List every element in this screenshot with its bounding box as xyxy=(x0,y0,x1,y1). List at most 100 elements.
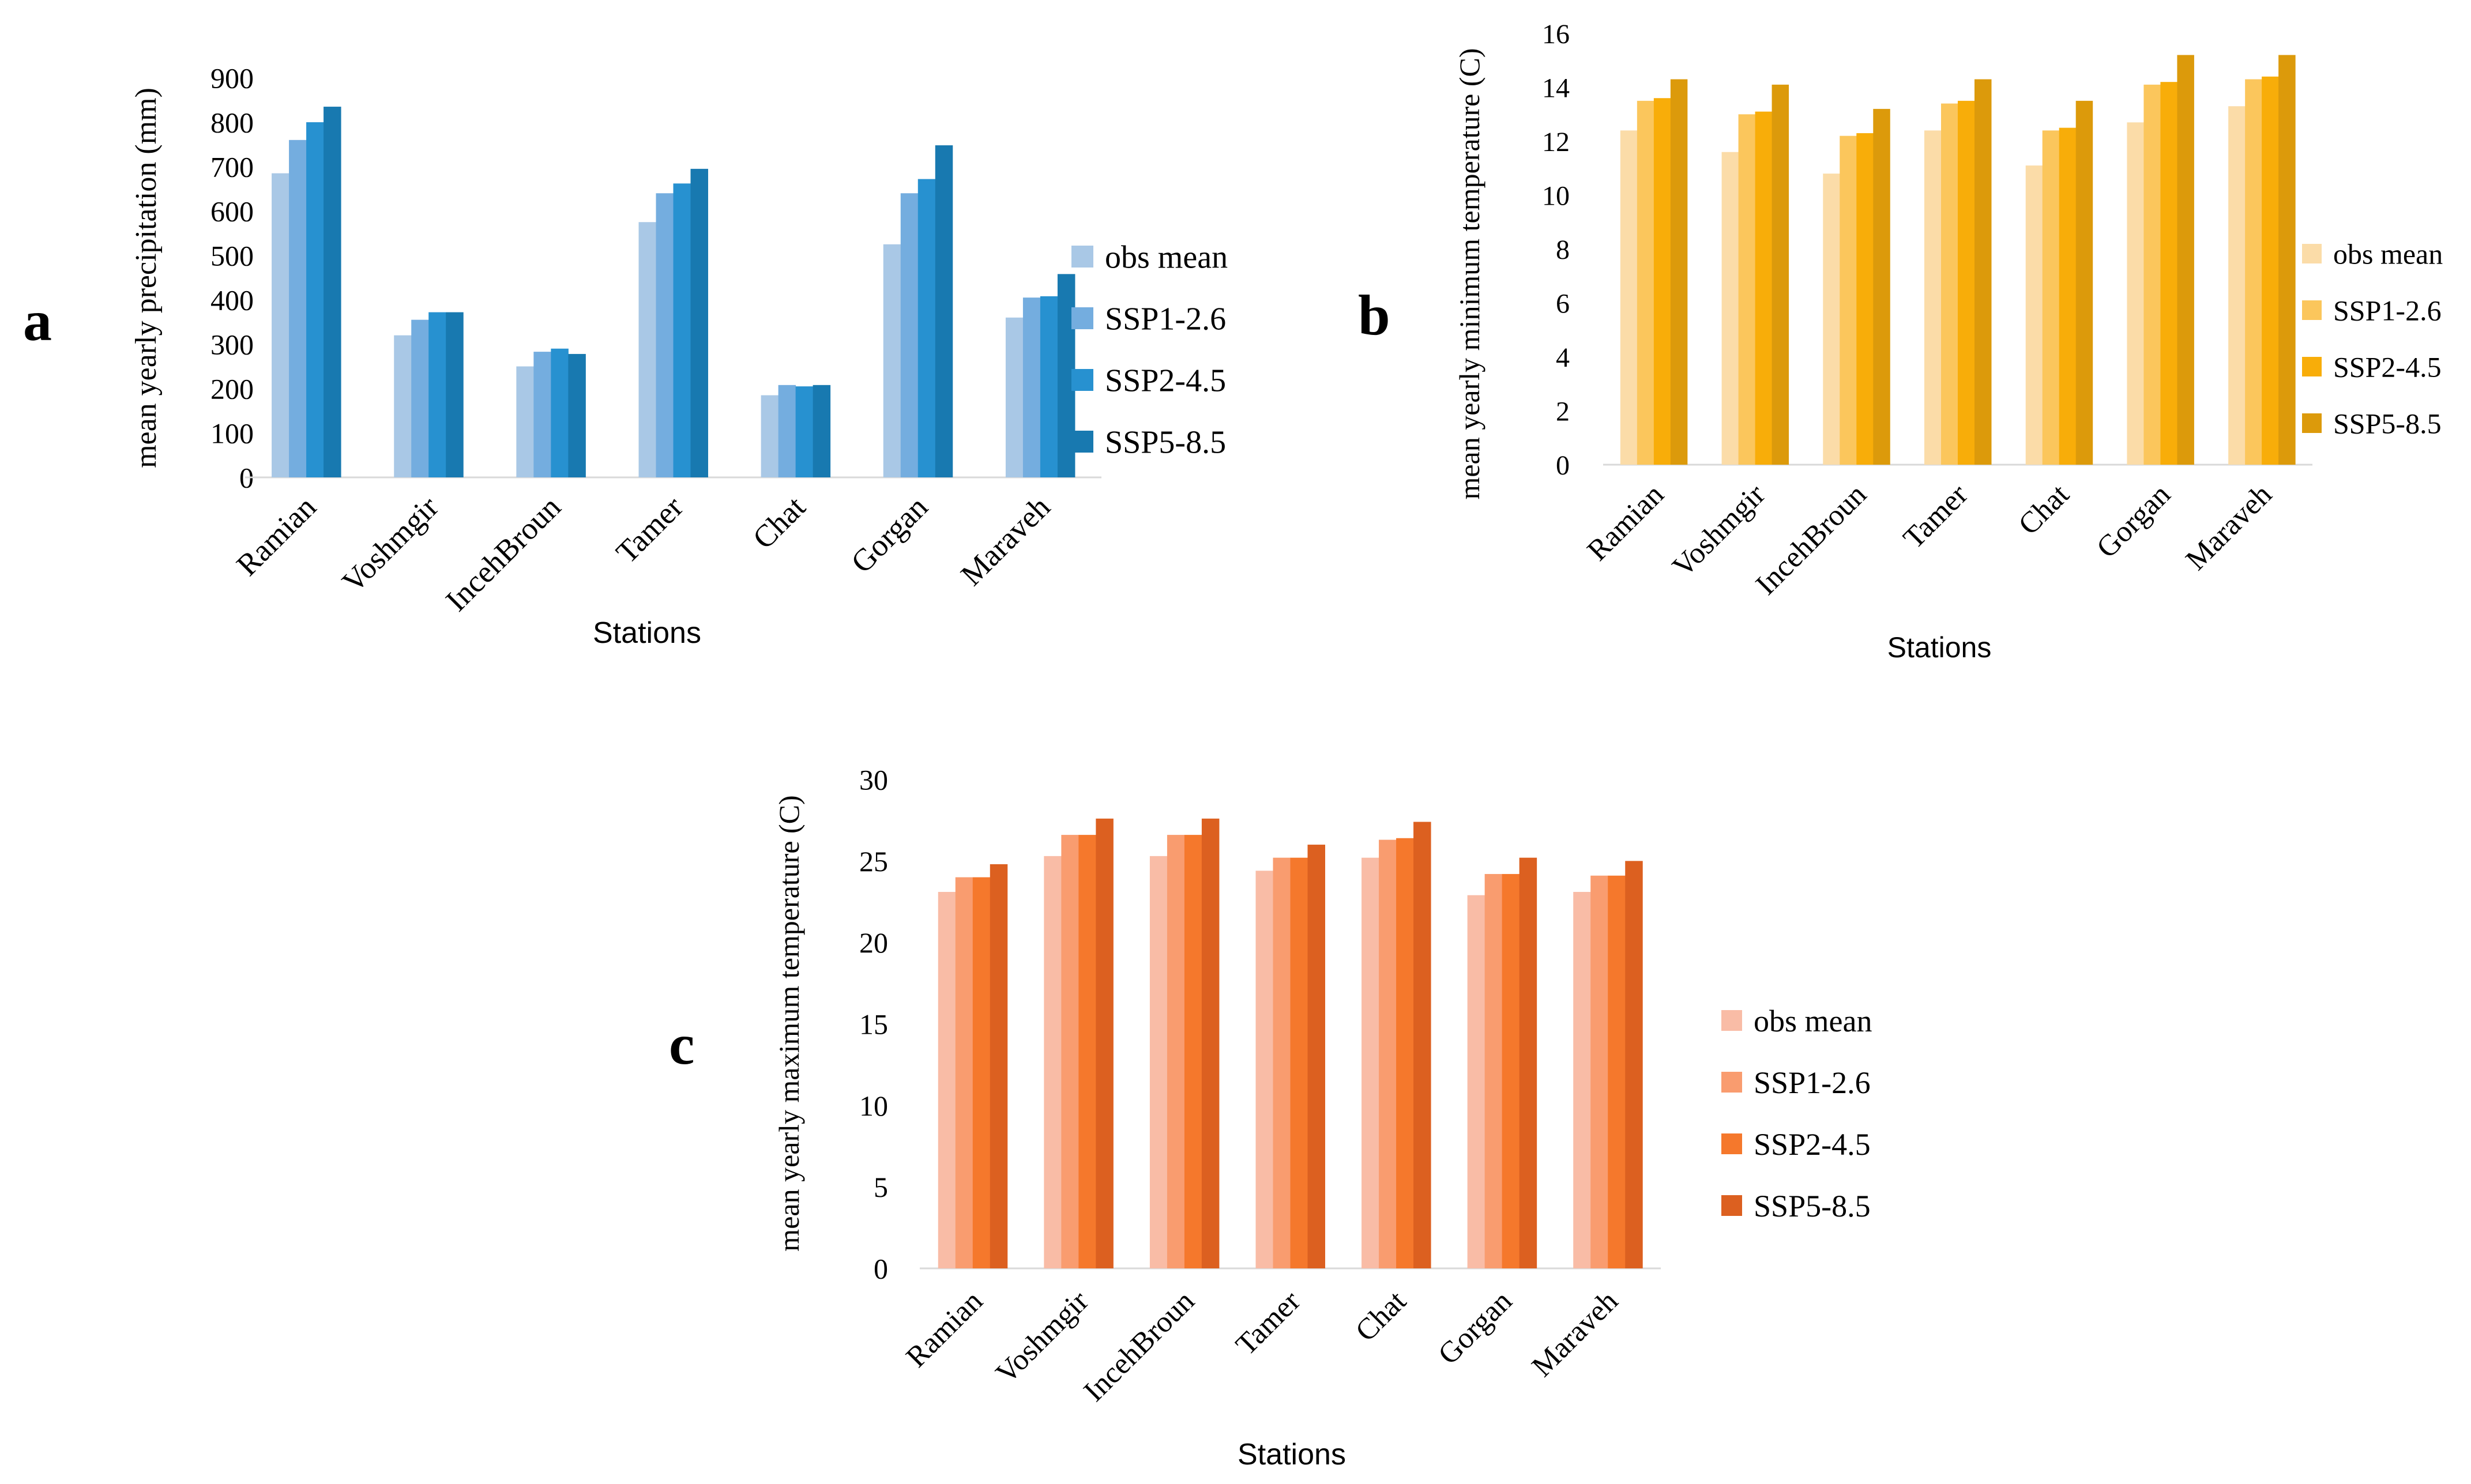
bar-chat-ssp1-2-6 xyxy=(778,385,796,477)
bar-voshmgir-ssp2-4-5 xyxy=(1078,835,1096,1268)
x-axis-title: Stations xyxy=(1887,631,1992,664)
bar-chat-obs-mean xyxy=(761,395,779,477)
bar-gorgan-ssp2-4-5 xyxy=(1502,873,1520,1268)
bar-chat-ssp2-4-5 xyxy=(1396,838,1414,1268)
bar-ramian-ssp5-8-5 xyxy=(324,107,341,478)
bar-chat-ssp2-4-5 xyxy=(2059,127,2077,465)
x-axis-title: Stations xyxy=(593,616,701,650)
bar-maraveh-ssp2-4-5 xyxy=(2262,76,2279,465)
y-tick-label: 500 xyxy=(210,240,254,272)
y-axis-title: mean yearly minimum temperature (C) xyxy=(1453,48,1485,499)
bar-tamer-ssp2-4-5 xyxy=(673,183,691,477)
y-tick-label: 300 xyxy=(210,329,254,361)
bar-maraveh-obs-mean xyxy=(1573,892,1591,1268)
bar-gorgan-ssp2-4-5 xyxy=(917,179,936,477)
bar-chat-ssp2-4-5 xyxy=(795,386,814,477)
bar-chat-ssp1-2-6 xyxy=(2042,130,2060,465)
bar-incehbroun-ssp2-4-5 xyxy=(1856,133,1874,465)
panel-label-c: c xyxy=(669,1012,694,1076)
bar-voshmgir-ssp5-8-5 xyxy=(446,312,464,477)
bar-tamer-ssp1-2-6 xyxy=(1941,103,1958,465)
y-tick-label: 10 xyxy=(1542,180,1570,211)
bar-gorgan-ssp2-4-5 xyxy=(2160,82,2177,465)
legend-swatch-ssp5-8-5 xyxy=(2302,413,2322,433)
bar-maraveh-ssp2-4-5 xyxy=(1040,296,1058,477)
bar-voshmgir-obs-mean xyxy=(1721,152,1739,465)
bar-incehbroun-obs-mean xyxy=(1823,174,1840,465)
y-tick-label: 400 xyxy=(210,284,254,317)
bar-incehbroun-ssp1-2-6 xyxy=(1167,835,1185,1268)
bar-voshmgir-obs-mean xyxy=(1044,856,1062,1268)
bar-gorgan-ssp5-8-5 xyxy=(1519,857,1537,1268)
bar-gorgan-obs-mean xyxy=(1467,895,1485,1268)
bar-tamer-ssp2-4-5 xyxy=(1290,857,1308,1268)
legend-label-ssp5-8-5: SSP5-8.5 xyxy=(1754,1189,1871,1223)
y-tick-label: 900 xyxy=(210,62,254,95)
bar-chat-obs-mean xyxy=(2025,165,2043,465)
bar-voshmgir-obs-mean xyxy=(394,335,412,477)
bar-incehbroun-ssp1-2-6 xyxy=(533,352,551,477)
y-tick-label: 15 xyxy=(859,1008,888,1041)
bar-incehbroun-ssp2-4-5 xyxy=(1184,835,1202,1268)
legend-label-obs-mean: obs mean xyxy=(1105,240,1228,276)
legend-swatch-ssp5-8-5 xyxy=(1071,431,1093,453)
legend-label-ssp5-8-5: SSP5-8.5 xyxy=(1105,425,1226,461)
bar-tamer-obs-mean xyxy=(1924,130,1942,465)
legend-swatch-ssp1-2-6 xyxy=(1721,1072,1742,1093)
legend-swatch-obs-mean xyxy=(2302,244,2322,263)
bar-gorgan-ssp5-8-5 xyxy=(2177,55,2194,465)
bar-ramian-ssp1-2-6 xyxy=(289,140,307,478)
bar-incehbroun-ssp5-8-5 xyxy=(1873,108,1890,465)
bar-gorgan-obs-mean xyxy=(2127,122,2144,465)
legend-swatch-obs-mean xyxy=(1721,1010,1742,1031)
bar-voshmgir-ssp5-8-5 xyxy=(1772,84,1789,465)
bar-ramian-ssp2-4-5 xyxy=(306,122,324,477)
bar-chat-ssp5-8-5 xyxy=(2075,100,2093,465)
legend-label-ssp2-4-5: SSP2-4.5 xyxy=(1754,1127,1871,1162)
bar-ramian-ssp1-2-6 xyxy=(955,877,973,1268)
bar-ramian-ssp5-8-5 xyxy=(1670,79,1688,465)
bar-maraveh-obs-mean xyxy=(2228,106,2246,465)
bar-tamer-ssp5-8-5 xyxy=(1974,79,1992,465)
bar-tamer-ssp1-2-6 xyxy=(656,193,674,477)
legend-label-ssp2-4-5: SSP2-4.5 xyxy=(2333,351,2442,383)
bar-voshmgir-ssp1-2-6 xyxy=(1061,835,1079,1268)
bar-incehbroun-ssp2-4-5 xyxy=(551,348,569,477)
bar-maraveh-ssp1-2-6 xyxy=(2245,79,2262,465)
y-tick-label: 800 xyxy=(210,107,254,139)
bar-incehbroun-ssp5-8-5 xyxy=(568,353,586,477)
bar-ramian-ssp5-8-5 xyxy=(990,864,1008,1268)
y-tick-label: 5 xyxy=(874,1171,888,1203)
bar-tamer-obs-mean xyxy=(1255,871,1273,1268)
legend-label-ssp2-4-5: SSP2-4.5 xyxy=(1105,363,1226,399)
bar-maraveh-ssp1-2-6 xyxy=(1590,875,1608,1268)
bar-voshmgir-ssp1-2-6 xyxy=(411,319,429,477)
bar-gorgan-ssp5-8-5 xyxy=(935,145,953,478)
legend-swatch-obs-mean xyxy=(1071,246,1093,268)
bar-tamer-ssp1-2-6 xyxy=(1273,857,1291,1268)
bar-tamer-ssp5-8-5 xyxy=(1307,845,1325,1268)
legend-swatch-ssp1-2-6 xyxy=(2302,300,2322,320)
bar-ramian-ssp2-4-5 xyxy=(972,877,991,1268)
panel-label-b: b xyxy=(1358,283,1390,347)
bar-incehbroun-obs-mean xyxy=(1149,856,1168,1268)
bar-gorgan-ssp1-2-6 xyxy=(1484,873,1503,1268)
legend-label-ssp1-2-6: SSP1-2.6 xyxy=(2333,295,2442,327)
bar-ramian-ssp2-4-5 xyxy=(1653,98,1671,465)
y-tick-label: 4 xyxy=(1556,342,1570,373)
bar-maraveh-ssp2-4-5 xyxy=(1608,875,1626,1268)
bar-chat-ssp5-8-5 xyxy=(1413,822,1431,1268)
bar-chat-ssp1-2-6 xyxy=(1379,839,1397,1268)
x-axis-title: Stations xyxy=(1238,1438,1346,1471)
bar-voshmgir-ssp5-8-5 xyxy=(1096,818,1114,1268)
y-tick-label: 700 xyxy=(210,151,254,183)
bar-maraveh-ssp5-8-5 xyxy=(1625,861,1643,1268)
bar-ramian-obs-mean xyxy=(1620,130,1638,465)
bar-tamer-ssp5-8-5 xyxy=(690,168,708,478)
legend-label-ssp1-2-6: SSP1-2.6 xyxy=(1754,1065,1871,1100)
legend-label-ssp5-8-5: SSP5-8.5 xyxy=(2333,408,2442,440)
legend-swatch-ssp2-4-5 xyxy=(1721,1133,1742,1154)
bar-ramian-obs-mean xyxy=(938,892,956,1268)
